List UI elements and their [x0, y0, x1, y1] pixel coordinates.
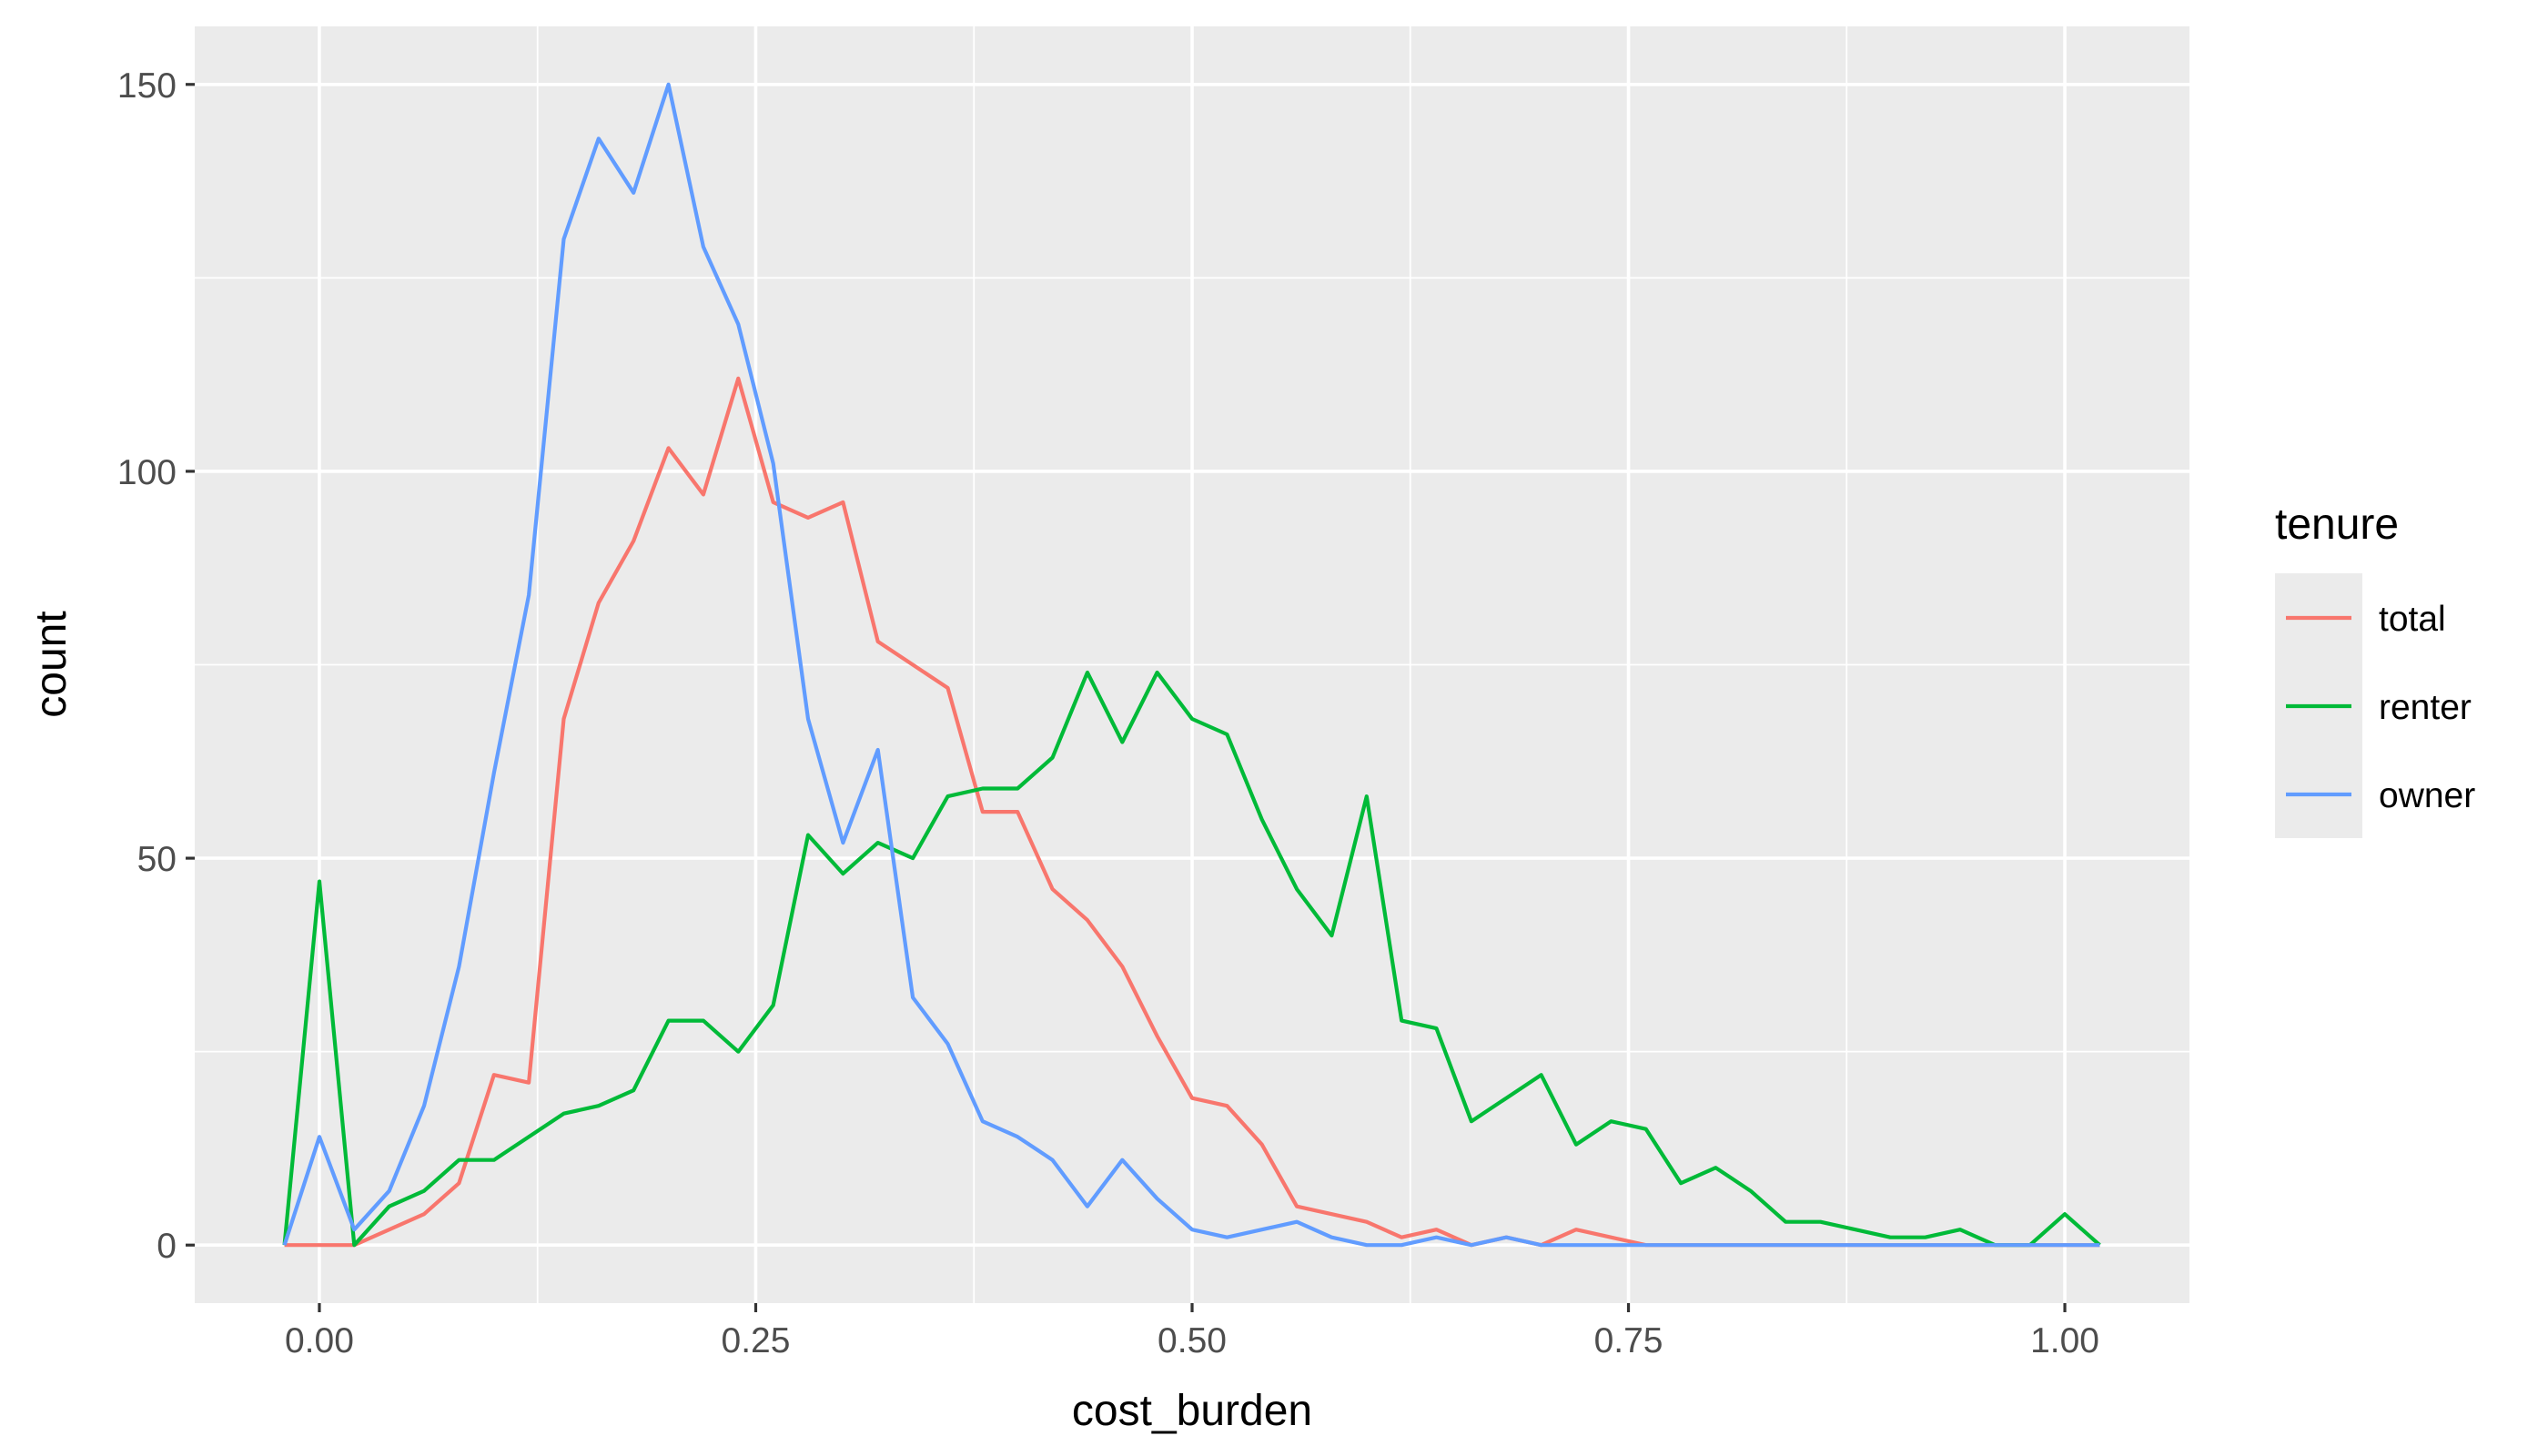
x-tick-label: 0.00	[285, 1321, 354, 1360]
series-line-owner	[282, 82, 2100, 1248]
y-axis-title: count	[27, 611, 76, 717]
y-tick-label: 150	[117, 66, 177, 106]
y-tick-label: 50	[137, 840, 177, 879]
x-tick-label: 0.75	[1594, 1321, 1663, 1360]
x-axis-title: cost_burden	[1072, 1387, 1312, 1435]
y-tick-label: 100	[117, 453, 177, 492]
x-tick-label: 0.50	[1158, 1321, 1227, 1360]
legend-label-total: total	[2379, 600, 2446, 639]
y-axis: 0 50 100 150	[117, 66, 195, 1266]
x-axis: 0.00 0.25 0.50 0.75 1.00	[285, 1303, 2099, 1360]
legend-label-renter: renter	[2379, 688, 2472, 727]
y-tick-label: 0	[157, 1227, 177, 1266]
legend-title: tenure	[2275, 500, 2399, 549]
x-tick-label: 1.00	[2030, 1321, 2099, 1360]
legend: tenure total renter owner	[2275, 500, 2475, 838]
series-line-renter	[282, 670, 2101, 1248]
series-lines	[282, 82, 2101, 1248]
x-tick-label: 0.25	[722, 1321, 791, 1360]
major-gridlines	[195, 26, 2189, 1303]
legend-label-owner: owner	[2379, 776, 2475, 815]
